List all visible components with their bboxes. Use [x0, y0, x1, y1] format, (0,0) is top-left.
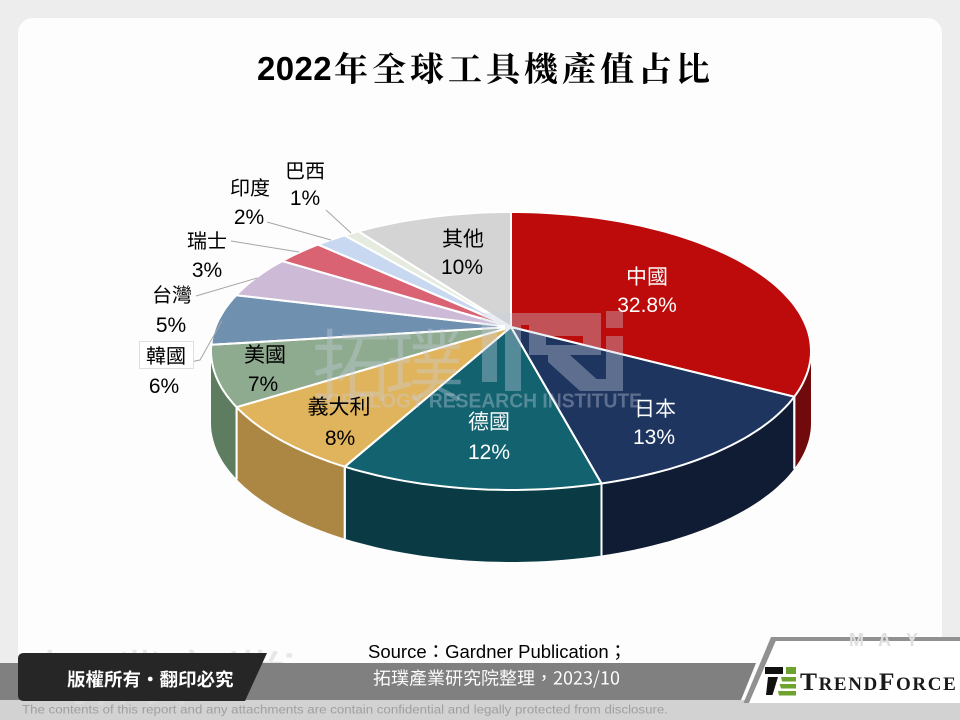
- svg-text:Gardner Publication: Gardner Publication: [445, 641, 609, 662]
- svg-text:32.8%: 32.8%: [617, 294, 677, 317]
- svg-text:7%: 7%: [248, 373, 278, 396]
- svg-text:TOPOLOGY RESEARCH INSTITUTE: TOPOLOGY RESEARCH INSTITUTE: [315, 391, 642, 413]
- svg-text:6%: 6%: [149, 375, 179, 398]
- svg-text:10%: 10%: [441, 256, 483, 279]
- svg-text:2%: 2%: [234, 206, 264, 229]
- svg-text:8%: 8%: [325, 427, 355, 450]
- svg-text:A: A: [878, 630, 891, 650]
- svg-text:13%: 13%: [633, 426, 675, 449]
- svg-text:1%: 1%: [290, 187, 320, 210]
- svg-text:5%: 5%: [156, 314, 186, 337]
- svg-text:The contents of this report an: The contents of this report and any atta…: [22, 703, 668, 717]
- svg-text:M: M: [849, 630, 864, 650]
- svg-text:12%: 12%: [468, 441, 510, 464]
- svg-text:3%: 3%: [192, 259, 222, 282]
- svg-text:Y: Y: [906, 630, 918, 650]
- svg-text:2022: 2022: [257, 50, 332, 87]
- svg-text:Source: Source: [368, 641, 427, 662]
